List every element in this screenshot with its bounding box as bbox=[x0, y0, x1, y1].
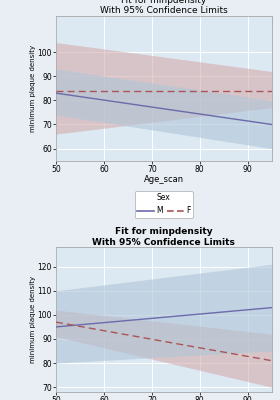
Y-axis label: minimum plaque density: minimum plaque density bbox=[30, 45, 36, 132]
Title: Fit for minpdensity
With 95% Confidence Limits: Fit for minpdensity With 95% Confidence … bbox=[100, 0, 228, 15]
Legend: M, F: M, F bbox=[135, 191, 193, 218]
Title: Fit for minpdensity
With 95% Confidence Limits: Fit for minpdensity With 95% Confidence … bbox=[92, 227, 235, 247]
Y-axis label: minimum plaque density: minimum plaque density bbox=[30, 276, 36, 363]
X-axis label: Age_scan: Age_scan bbox=[144, 175, 184, 184]
